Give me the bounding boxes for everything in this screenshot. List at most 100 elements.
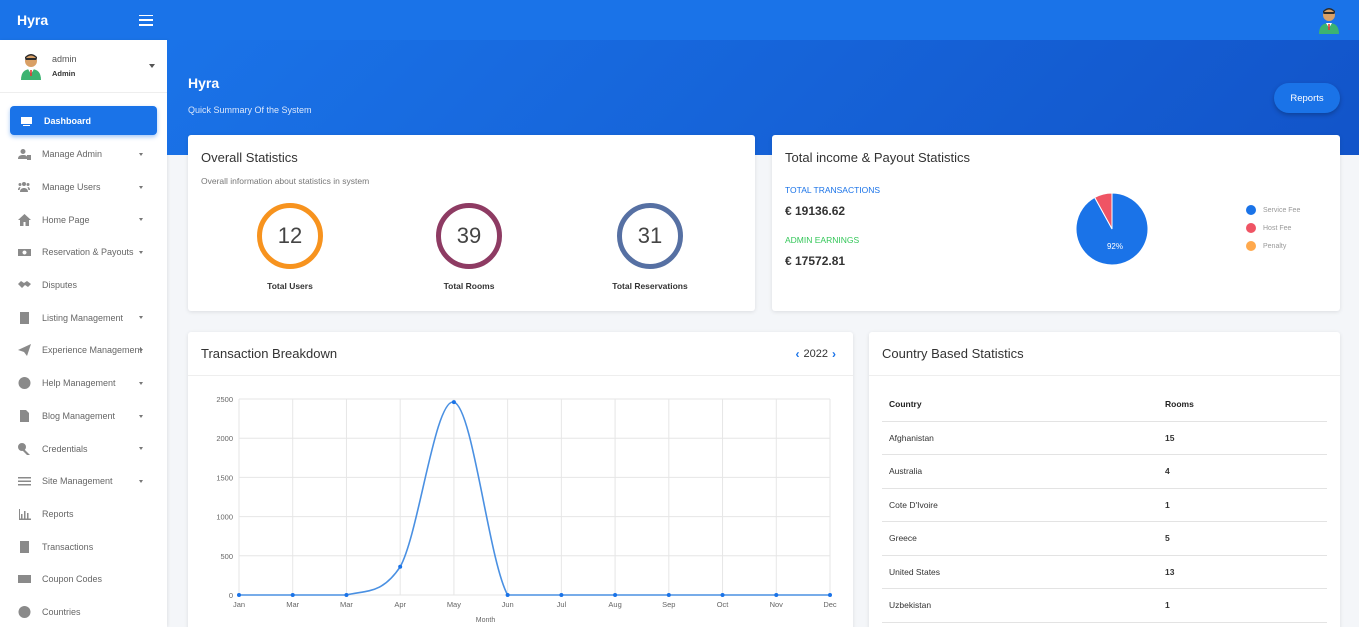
globe-icon: [17, 605, 31, 618]
pie-percentage-label: 92%: [1107, 242, 1123, 251]
chevron-down-icon: [139, 381, 143, 385]
table-row: United States 13: [882, 555, 1327, 589]
bar-chart-icon: [17, 508, 31, 520]
sidebar-item-label: Blog Management: [42, 410, 116, 421]
table-row: Cote D'Ivoire 1: [882, 488, 1327, 522]
x-tick-label: Nov: [770, 600, 784, 609]
x-tick-label: Aug: [608, 600, 621, 609]
y-tick-label: 1500: [216, 473, 233, 482]
room-count: 13: [1158, 555, 1327, 589]
user-profile[interactable]: admin Admin: [0, 40, 167, 93]
sidebar-item-home-page[interactable]: Home Page: [0, 203, 167, 236]
legend-swatch: [1246, 205, 1256, 215]
stat-total-users: 12 Total Users: [230, 203, 350, 291]
chevron-right-icon[interactable]: ›: [832, 347, 836, 361]
avatar: [21, 54, 41, 80]
room-count: 15: [1158, 421, 1327, 455]
sidebar-item-credentials[interactable]: Credentials: [0, 432, 167, 465]
sidebar-item-help-management[interactable]: Help Management: [0, 367, 167, 400]
y-tick-label: 1000: [216, 513, 233, 522]
total-transactions-label: TOTAL TRANSACTIONS: [785, 185, 881, 195]
sidebar-item-manage-users[interactable]: Manage Users: [0, 171, 167, 204]
chevron-down-icon[interactable]: [149, 64, 155, 68]
country-name: Greece: [882, 521, 1158, 556]
sidebar-item-listing-management[interactable]: Listing Management: [0, 301, 167, 334]
column-header-country: Country: [882, 388, 1158, 422]
y-tick-label: 2000: [216, 434, 233, 443]
sidebar-item-label: Coupon Codes: [42, 574, 103, 585]
file-icon: [17, 540, 31, 553]
top-avatar[interactable]: [1317, 6, 1341, 34]
sidebar-item-blog-management[interactable]: Blog Management: [0, 400, 167, 433]
card-title: Country Based Statistics: [882, 346, 1024, 361]
data-point[interactable]: [559, 593, 564, 597]
data-point[interactable]: [828, 593, 832, 597]
sidebar-item-dashboard[interactable]: Dashboard: [10, 106, 157, 135]
data-point[interactable]: [451, 400, 456, 405]
legend-item[interactable]: Host Fee: [1246, 219, 1300, 237]
y-tick-label: 500: [220, 552, 233, 561]
transaction-line-chart: 0 500 1000 1500 2000 2500 Jan Mar Mar Apr May Jun Ju…: [216, 395, 837, 624]
sidebar-item-label: Listing Management: [42, 312, 124, 323]
page-title: Hyra: [188, 75, 220, 91]
table-row: Greece 5: [882, 521, 1327, 556]
brand-logo[interactable]: Hyra: [17, 12, 49, 28]
menu-toggle-icon[interactable]: [139, 14, 153, 26]
x-tick-label: Apr: [394, 600, 406, 609]
table-row: Uzbekistan 1: [882, 588, 1327, 623]
legend-item[interactable]: Service Fee: [1246, 201, 1300, 219]
overall-statistics-card: Overall Statistics Overall information a…: [188, 135, 755, 311]
data-point[interactable]: [666, 593, 671, 597]
sidebar-item-coupon-codes[interactable]: Coupon Codes: [0, 563, 167, 596]
x-tick-label: Oct: [717, 600, 730, 609]
sidebar-item-countries[interactable]: Countries: [0, 596, 167, 627]
legend-item[interactable]: Penalty: [1246, 237, 1300, 255]
chevron-down-icon: [139, 447, 143, 451]
card-title: Transaction Breakdown: [201, 346, 338, 361]
reports-button[interactable]: Reports: [1274, 83, 1340, 113]
admin-earnings-value: € 17572.81: [785, 254, 846, 268]
sidebar-item-label: Disputes: [42, 280, 78, 291]
stat-ring: 39: [436, 203, 502, 269]
chevron-down-icon: [139, 218, 143, 222]
data-point[interactable]: [720, 593, 725, 597]
users-icon: [17, 181, 31, 193]
country-name: Australia: [882, 454, 1158, 489]
sliders-icon: [17, 475, 31, 487]
data-point[interactable]: [398, 564, 403, 569]
sidebar-item-disputes[interactable]: Disputes: [0, 269, 167, 302]
sidebar-item-transactions[interactable]: Transactions: [0, 530, 167, 563]
stat-label: Total Users: [267, 281, 313, 291]
country-name: United States: [882, 555, 1158, 589]
data-point[interactable]: [237, 593, 241, 597]
data-point[interactable]: [774, 593, 779, 597]
data-point[interactable]: [613, 593, 618, 597]
x-tick-label: Mar: [340, 600, 353, 609]
data-point[interactable]: [344, 593, 349, 597]
sidebar-item-experience-management[interactable]: Experience Management: [0, 334, 167, 367]
user-info: admin Admin: [49, 54, 149, 78]
year-label: 2022: [803, 348, 828, 360]
sidebar-item-reservation-payouts[interactable]: Reservation & Payouts: [0, 236, 167, 269]
room-count: 1: [1158, 588, 1327, 623]
pie-slice-service-fee[interactable]: [1075, 192, 1149, 266]
card-title: Overall Statistics: [201, 150, 298, 165]
chevron-down-icon: [139, 414, 143, 418]
sidebar-item-label: Home Page: [42, 214, 90, 225]
sidebar-item-site-management[interactable]: Site Management: [0, 465, 167, 498]
sidebar-item-manage-admin[interactable]: Manage Admin: [0, 138, 167, 171]
home-icon: [17, 213, 31, 226]
data-point[interactable]: [290, 593, 295, 597]
sidebar-item-label: Manage Admin: [42, 149, 103, 160]
country-statistics-card: Country Based Statistics Country Rooms A…: [869, 332, 1340, 627]
data-point[interactable]: [505, 593, 510, 597]
chevron-left-icon[interactable]: ‹: [795, 347, 800, 361]
x-tick-label: Jun: [502, 600, 514, 609]
room-count: 5: [1158, 521, 1327, 556]
legend-swatch: [1246, 223, 1256, 233]
sidebar-item-reports[interactable]: Reports: [0, 498, 167, 531]
x-tick-label: Jul: [557, 600, 567, 609]
column-header-rooms: Rooms: [1158, 388, 1327, 422]
sidebar-item-label: Transactions: [42, 541, 94, 552]
country-name: Afghanistan: [882, 421, 1158, 455]
